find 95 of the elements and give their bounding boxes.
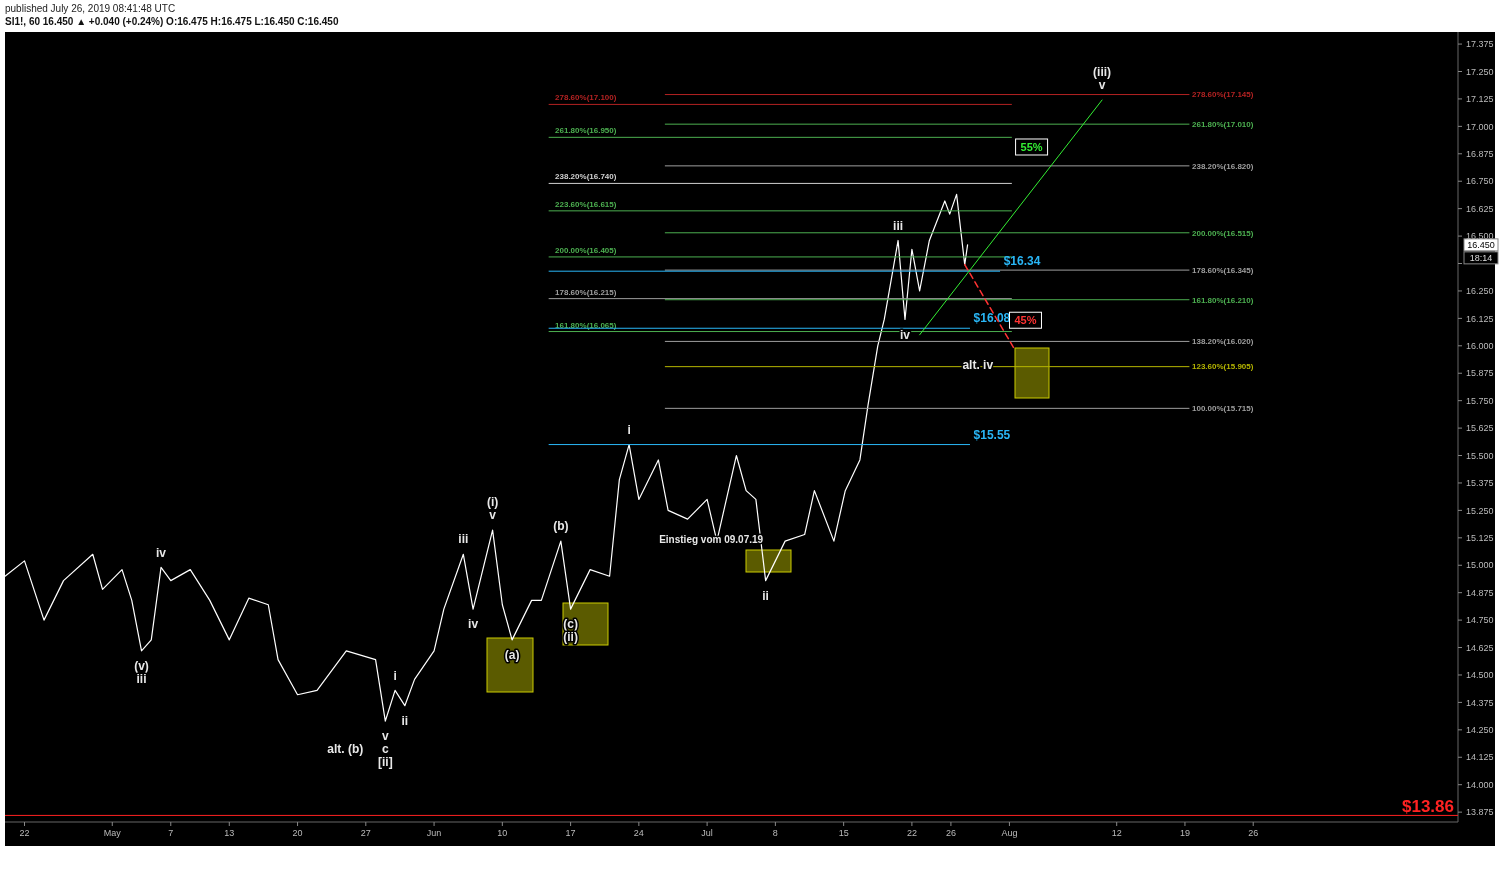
- annotation: v: [381, 729, 389, 744]
- series-label: 238.20%(16.820): [1192, 161, 1254, 171]
- annotation: i: [627, 422, 631, 437]
- x-tick-label: 20: [292, 828, 303, 838]
- y-tick-label: 15.000: [1466, 560, 1494, 571]
- series-label: 55%: [1020, 140, 1043, 153]
- x-tick-label: 7: [168, 828, 174, 838]
- series-label: 278.60%(17.100): [555, 93, 617, 103]
- x-tick-label: Jun: [426, 828, 442, 838]
- x-tick-label: 22: [19, 828, 30, 838]
- y-tick-label: 14.000: [1466, 779, 1494, 790]
- y-tick-label: 14.875: [1466, 587, 1494, 598]
- x-tick-label: 26: [945, 828, 956, 838]
- x-tick-label: 17: [565, 828, 576, 838]
- series-label: 200.00%(16.405): [555, 245, 617, 255]
- annotation: (v): [134, 659, 149, 674]
- y-tick-label: 15.375: [1466, 478, 1494, 489]
- x-tick-label: 12: [1111, 828, 1122, 838]
- series-label: 161.80%(16.210): [1192, 295, 1254, 305]
- chart-title: SI1!, 60 16.450 ▲ +0.040 (+0.24%) O:16.475 H:16.475 L:16.450 C:16.450: [5, 16, 339, 27]
- x-tick-label: 19: [1179, 828, 1190, 838]
- series-label: 261.80%(17.010): [1192, 119, 1254, 129]
- y-tick-label: 15.250: [1466, 505, 1494, 516]
- y-tick-label: 16.000: [1466, 340, 1494, 351]
- x-tick-label: 26: [1248, 828, 1259, 838]
- x-tick-label: Jul: [701, 828, 713, 838]
- series-label: 161.80%(16.065): [555, 320, 617, 330]
- series-label: $16.34: [1003, 254, 1041, 269]
- annotation: iv: [156, 545, 167, 560]
- y-tick-label: 17.125: [1466, 94, 1494, 105]
- x-tick-label: 24: [633, 828, 644, 838]
- x-tick-label: Aug: [1001, 828, 1018, 838]
- annotation: [ii]: [377, 755, 393, 770]
- annotation: iv: [899, 327, 911, 342]
- series-label: 45%: [1014, 314, 1037, 327]
- text: 18:14: [1469, 253, 1493, 264]
- annotation: (iii): [1093, 65, 1112, 80]
- y-tick-label: 16.125: [1466, 313, 1494, 324]
- annotation: v: [1098, 78, 1106, 93]
- x-tick-label: 15: [838, 828, 849, 838]
- series-label: 178.60%(16.215): [555, 287, 617, 297]
- annotation: iii: [136, 672, 147, 687]
- series-label: 278.60%(17.145): [1192, 90, 1254, 100]
- annotation: (i): [486, 495, 499, 510]
- series-label: 200.00%(16.515): [1192, 228, 1254, 238]
- y-tick-label: 15.125: [1466, 532, 1494, 543]
- annotation: ii: [762, 588, 769, 603]
- series-label: 223.60%(16.615): [555, 199, 617, 209]
- y-tick-label: 16.500: [1466, 231, 1494, 242]
- series-label: 178.60%(16.345): [1192, 265, 1254, 275]
- annotation: alt. (b): [327, 742, 364, 757]
- y-tick-label: 16.875: [1466, 148, 1494, 159]
- series-label: 138.20%(16.020): [1192, 337, 1254, 347]
- series-label: $15.55: [973, 427, 1011, 442]
- annotation: i: [393, 668, 397, 683]
- series-label: 123.60%(15.905): [1192, 362, 1254, 372]
- annotation: iii: [458, 532, 469, 547]
- y-tick-label: 14.250: [1466, 724, 1494, 735]
- annotation: iii: [893, 218, 904, 233]
- annotation: (c): [563, 617, 578, 632]
- y-tick-label: 14.125: [1466, 752, 1494, 763]
- annotation: (b): [553, 519, 569, 534]
- y-tick-label: 15.625: [1466, 423, 1494, 434]
- x-tick-label: 27: [360, 828, 371, 838]
- annotation: (ii): [563, 630, 578, 645]
- annotation: iv: [468, 617, 479, 632]
- y-tick-label: 14.625: [1466, 642, 1494, 653]
- ref-line-label: $13.86: [1402, 797, 1454, 817]
- series-label: 100.00%(15.715): [1192, 404, 1254, 414]
- y-tick-label: 14.750: [1466, 615, 1494, 626]
- y-tick-label: 17.000: [1466, 121, 1494, 132]
- annotation: v: [489, 508, 497, 523]
- x-tick-label: May: [103, 828, 122, 838]
- y-tick-label: 15.875: [1466, 368, 1494, 379]
- x-tick-label: 22: [906, 828, 917, 838]
- y-tick-label: 14.375: [1466, 697, 1494, 708]
- y-tick-label: 17.375: [1466, 39, 1494, 50]
- y-tick-label: 16.750: [1466, 176, 1494, 187]
- x-tick-label: 8: [772, 828, 778, 838]
- y-tick-label: 15.500: [1466, 450, 1494, 461]
- annotation: (a): [504, 648, 520, 663]
- series-label: 238.20%(16.740): [555, 172, 617, 182]
- x-tick-label: 10: [497, 828, 508, 838]
- y-tick-label: 13.875: [1466, 807, 1494, 818]
- y-tick-label: 15.750: [1466, 395, 1494, 406]
- y-tick-label: 16.250: [1466, 286, 1494, 297]
- y-tick-label: 17.250: [1466, 66, 1494, 77]
- chart-subtitle: published July 26, 2019 08:41:48 UTC: [5, 3, 176, 14]
- annotation: ii: [401, 713, 409, 728]
- x-tick-label: 13: [224, 828, 235, 838]
- series-label: 261.80%(16.950): [555, 126, 617, 136]
- y-tick-label: 14.500: [1466, 670, 1494, 681]
- text: 16.450: [1467, 240, 1495, 251]
- annotation: c: [381, 742, 389, 757]
- y-tick-label: 16.625: [1466, 203, 1494, 214]
